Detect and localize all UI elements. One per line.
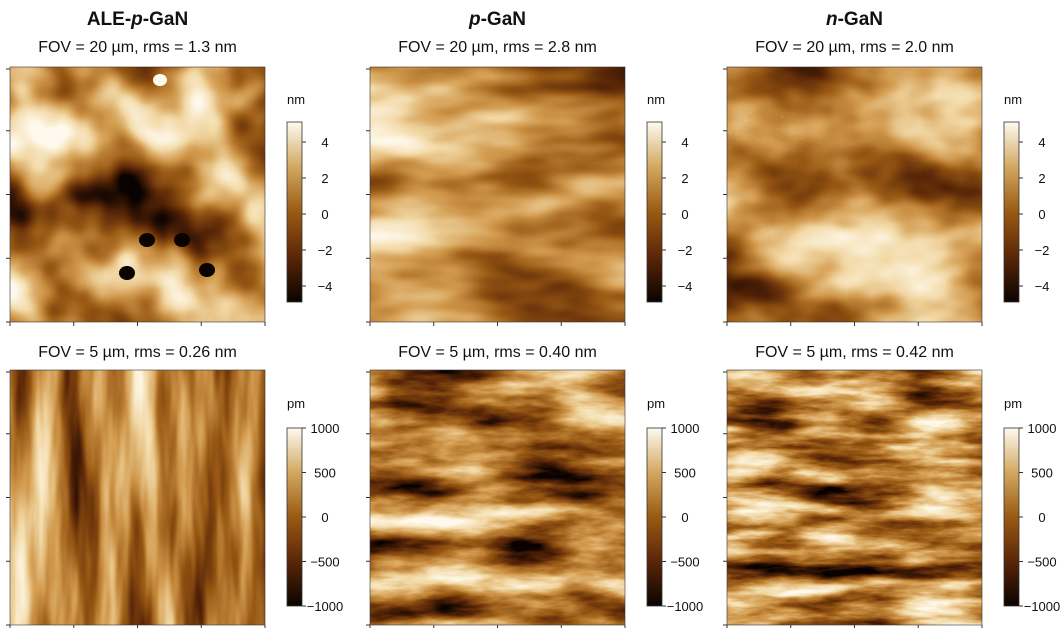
colorbar-unit: pm xyxy=(1004,396,1022,411)
column-title: n-GaN xyxy=(826,9,883,30)
colorbar xyxy=(646,121,663,303)
pit xyxy=(139,233,155,247)
colorbar-unit: nm xyxy=(287,92,305,107)
colorbar-tick-label: −1000 xyxy=(1024,599,1061,614)
panel-caption: FOV = 20 µm, rms = 2.0 nm xyxy=(755,39,954,56)
colorbar-tick-label: 1000 xyxy=(1028,421,1057,436)
colorbar xyxy=(286,121,303,303)
colorbar-unit: nm xyxy=(647,92,665,107)
colorbar-tick-label: 0 xyxy=(681,207,688,222)
colorbar-tick-label: 1000 xyxy=(671,421,700,436)
afm-image xyxy=(370,67,625,322)
colorbar-tick-label: 2 xyxy=(681,171,688,186)
pit xyxy=(174,233,190,247)
panel-caption: FOV = 5 µm, rms = 0.42 nm xyxy=(755,344,954,361)
colorbar-tick-label: 4 xyxy=(681,135,688,150)
panel-caption: FOV = 5 µm, rms = 0.26 nm xyxy=(38,344,237,361)
column-title: p-GaN xyxy=(468,9,526,30)
colorbar-tick-label: 500 xyxy=(1031,466,1053,481)
colorbar-tick-label: 0 xyxy=(681,510,688,525)
colorbar-tick-label: −4 xyxy=(318,279,333,294)
colorbar-unit: pm xyxy=(287,396,305,411)
colorbar-tick-label: −4 xyxy=(1035,279,1050,294)
title-part: p xyxy=(130,9,143,30)
colorbar xyxy=(1003,427,1020,607)
colorbar-tick-label: 2 xyxy=(321,171,328,186)
title-part: -GaN xyxy=(481,9,526,30)
colorbar-tick-label: 4 xyxy=(1038,135,1045,150)
title-part: -GaN xyxy=(143,9,188,30)
colorbar-tick-label: −1000 xyxy=(667,599,704,614)
colorbar-unit: pm xyxy=(647,396,665,411)
colorbar-tick-label: −2 xyxy=(1035,243,1050,258)
colorbar-tick-label: −4 xyxy=(678,279,693,294)
colorbar-tick-label: −2 xyxy=(318,243,333,258)
title-part: n xyxy=(826,9,838,30)
colorbar-unit: nm xyxy=(1004,92,1022,107)
colorbar xyxy=(646,427,663,607)
title-part: p xyxy=(468,9,481,30)
colorbar-tick-label: −500 xyxy=(1027,555,1056,570)
colorbar-tick-label: 0 xyxy=(321,207,328,222)
panel-caption: FOV = 20 µm, rms = 1.3 nm xyxy=(38,39,237,56)
colorbar-tick-label: 1000 xyxy=(311,421,340,436)
afm-image xyxy=(370,370,625,625)
pit xyxy=(199,263,215,277)
colorbar-tick-label: 2 xyxy=(1038,171,1045,186)
colorbar-tick-label: 500 xyxy=(674,466,696,481)
title-part: ALE- xyxy=(87,9,131,30)
colorbar-tick-label: 0 xyxy=(1038,510,1045,525)
colorbar-tick-label: 0 xyxy=(1038,207,1045,222)
colorbar-tick-label: −2 xyxy=(678,243,693,258)
title-part: -GaN xyxy=(838,9,883,30)
colorbar-tick-label: 500 xyxy=(314,466,336,481)
column-title: ALE-p-GaN xyxy=(87,9,188,30)
colorbar-tick-label: −500 xyxy=(310,555,339,570)
colorbar xyxy=(1003,121,1020,303)
colorbar-tick-label: 0 xyxy=(321,510,328,525)
particle xyxy=(153,74,167,86)
colorbar xyxy=(286,427,303,607)
afm-image xyxy=(727,370,982,625)
colorbar-tick-label: −1000 xyxy=(307,599,344,614)
afm-image xyxy=(10,67,265,322)
panel-caption: FOV = 20 µm, rms = 2.8 nm xyxy=(398,39,597,56)
pit xyxy=(119,266,135,280)
colorbar-tick-label: 4 xyxy=(321,135,328,150)
afm-image xyxy=(10,370,265,625)
panel-caption: FOV = 5 µm, rms = 0.40 nm xyxy=(398,344,597,361)
colorbar-tick-label: −500 xyxy=(670,555,699,570)
afm-image xyxy=(727,67,982,322)
